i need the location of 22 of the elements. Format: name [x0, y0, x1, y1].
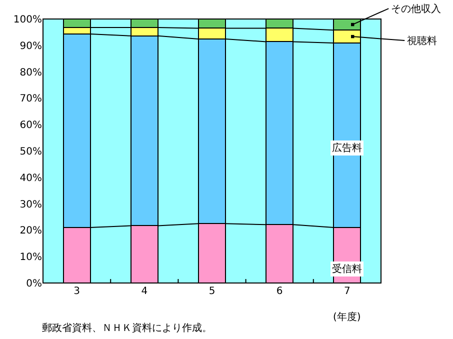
y-tick-label: 30% [20, 199, 42, 210]
y-tick-label: 70% [20, 94, 42, 105]
y-tick-label: 50% [20, 146, 42, 158]
y-tick-label: 40% [20, 172, 42, 184]
series-label: 広告料 [332, 142, 362, 154]
y-tick-label: 10% [20, 252, 42, 264]
y-tick-label: 0% [26, 278, 42, 290]
x-tick-label: 7 [344, 286, 350, 297]
text: 視聴料 [407, 35, 437, 47]
x-tick-label: 4 [141, 286, 148, 297]
text: その他収入 [391, 3, 441, 15]
y-tick-label: 60% [20, 120, 42, 132]
x-tick-label: 6 [276, 286, 283, 297]
x-axis-title: (年度) [333, 311, 361, 323]
text: 郵政省資料、ＮＨＫ資料により作成。 [42, 322, 212, 334]
x-tick-label: 3 [74, 286, 80, 297]
y-tick-label: 20% [20, 226, 42, 237]
series-label: 受信料 [332, 263, 362, 275]
x-tick-label: 5 [208, 286, 216, 297]
y-tick-label: 100% [13, 14, 42, 26]
y-tick-label: 80% [20, 67, 42, 78]
y-tick-label: 90% [20, 40, 42, 52]
